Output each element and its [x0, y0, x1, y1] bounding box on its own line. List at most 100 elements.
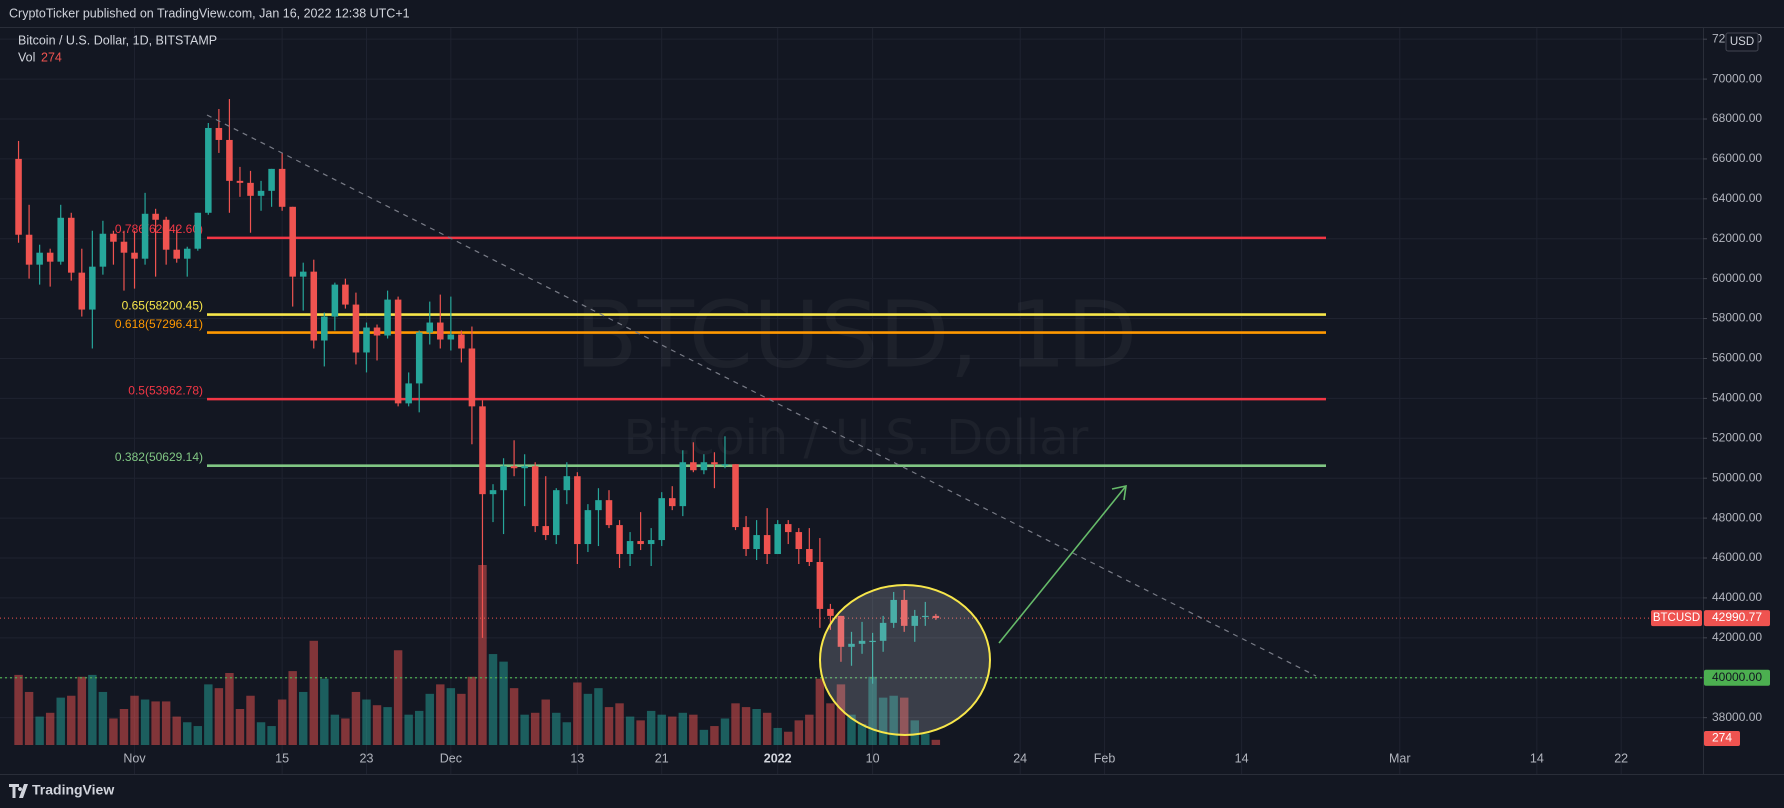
x-tick-label: Mar [1389, 751, 1411, 765]
candle-body [78, 272, 86, 310]
x-tick-label: 10 [866, 751, 880, 765]
legend-volume-label: Vol [18, 50, 35, 64]
arrow [998, 484, 1127, 644]
volume-bar [773, 727, 782, 745]
candle-body [510, 466, 518, 469]
volume-bar [931, 739, 941, 745]
candle-body [784, 524, 792, 533]
x-tick-label: Dec [440, 751, 462, 765]
candle-body [858, 640, 866, 644]
x-tick-label: 21 [655, 751, 669, 765]
x-tick-label: 13 [570, 751, 584, 765]
candle-body [215, 127, 223, 140]
y-tick-label: 58000.00 [1712, 311, 1762, 325]
x-tick-label: 14 [1235, 751, 1249, 765]
levels: 0.786(62042.60) 0.65(58200.45) 0.618(57296… [0, 222, 1703, 679]
volume-bar [467, 676, 477, 745]
volume-bar [404, 714, 413, 745]
candle-body [932, 615, 940, 619]
volume-bar [857, 724, 867, 745]
candle-body [342, 284, 349, 305]
candle-body [352, 304, 360, 353]
candle-body [268, 168, 275, 191]
candle-body [289, 206, 296, 277]
volume-bar [541, 699, 550, 745]
y-tick-label: 54000.00 [1712, 391, 1762, 405]
volume-bar [836, 684, 846, 745]
candle-body [732, 464, 739, 528]
volume-bar [130, 695, 139, 745]
volume-bar [457, 693, 466, 745]
candle-body [806, 549, 813, 563]
candle-body [468, 348, 476, 407]
volume-bar [657, 714, 666, 745]
volume-bar [372, 705, 382, 745]
volume-bar [225, 673, 234, 745]
volume-bar [246, 695, 255, 745]
candle-body [837, 615, 845, 647]
volume-bar [35, 716, 44, 745]
alert-tag [1704, 669, 1770, 686]
volume-bar [14, 674, 23, 745]
fib-level-label: 0.618(57296.41) [115, 317, 203, 331]
y-tick-label: 64000.00 [1712, 191, 1762, 205]
volume-bar [794, 720, 803, 745]
volume-bar [741, 707, 751, 745]
legend-title: Bitcoin / U.S. Dollar, 1D, BITSTAMP [18, 33, 217, 47]
symbol-tag-label: BTCUSD [1653, 612, 1700, 624]
candle-body [721, 464, 729, 466]
candle-body [489, 490, 497, 495]
candle-body [194, 212, 202, 249]
y-tick-label: 46000.00 [1712, 550, 1762, 564]
fib-level-label: 0.382(50629.14) [115, 450, 203, 464]
candle-body [363, 327, 370, 353]
candle-body [879, 622, 887, 641]
candle-body [15, 158, 22, 235]
volume-bar [109, 718, 118, 745]
candle-body [110, 233, 117, 242]
candle-body [310, 271, 318, 341]
candle-body [763, 535, 771, 555]
y-tick-label: 62000.00 [1712, 231, 1762, 245]
volume-bar [24, 691, 34, 745]
volume-bar [309, 640, 318, 745]
currency-label: USD [1730, 36, 1754, 48]
volume-bar [362, 699, 371, 745]
volume-bar [509, 688, 519, 745]
volume-bar [678, 712, 688, 745]
candle-body [668, 498, 676, 507]
candle-body [321, 316, 328, 341]
arrow-line [998, 485, 1127, 644]
candle-body [183, 248, 191, 259]
candle-body [774, 524, 781, 555]
volume-bar [720, 718, 730, 745]
candle-body [658, 498, 665, 541]
volume-bar [320, 678, 329, 745]
volume-bar [868, 676, 877, 745]
volume-bar [752, 709, 761, 745]
x-tick-label: 22 [1614, 751, 1628, 765]
candle-body [67, 217, 75, 273]
y-tick-label: 56000.00 [1712, 351, 1762, 365]
volume-bar [689, 714, 698, 745]
candle-body [120, 241, 128, 253]
volume-bar [583, 693, 593, 745]
candle-body [742, 527, 750, 550]
candle-body [205, 127, 212, 213]
arrow-head [1111, 484, 1127, 501]
volume-bar [699, 729, 709, 745]
candle-body [415, 332, 423, 384]
candle-body [458, 334, 465, 349]
x-tick-label: 24 [1013, 751, 1027, 765]
volume-bar [214, 688, 224, 745]
symbol-tag [1651, 610, 1702, 627]
candle-body [679, 462, 687, 507]
candle-body [616, 525, 623, 555]
candle-body [626, 541, 634, 555]
volume-bar [151, 701, 160, 745]
candle-body [405, 383, 412, 404]
candle-body [57, 217, 64, 262]
x-tick-label: Nov [123, 751, 146, 765]
volume-bar [267, 726, 276, 745]
